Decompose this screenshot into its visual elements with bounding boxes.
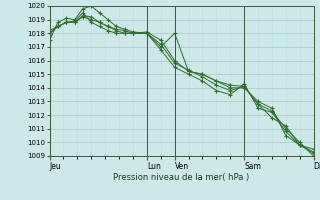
X-axis label: Pression niveau de la mer( hPa ): Pression niveau de la mer( hPa ) bbox=[114, 173, 250, 182]
